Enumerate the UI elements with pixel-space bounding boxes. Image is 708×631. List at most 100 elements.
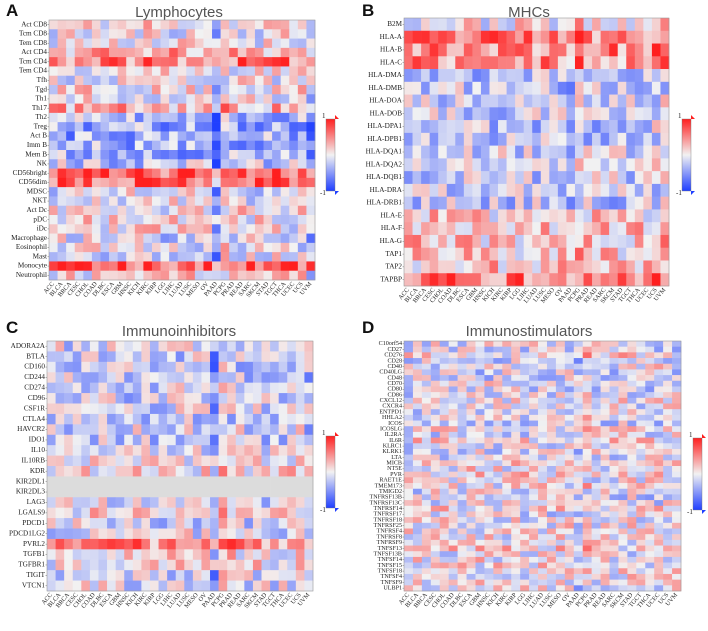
heatmap-cell [651, 247, 661, 261]
heatmap-cell [235, 549, 245, 561]
heatmap-cell [212, 270, 221, 281]
heatmap-cell [475, 545, 485, 552]
heatmap-cell [592, 145, 601, 159]
heatmap-cell [645, 392, 655, 399]
heatmap-cell [439, 386, 449, 393]
heatmap-cell [158, 361, 168, 373]
heatmap-cell [520, 505, 530, 512]
heatmap-cell [617, 247, 627, 261]
heatmap-cell [117, 205, 127, 216]
heatmap-cell [132, 497, 142, 508]
heatmap-cell [600, 260, 610, 274]
heatmap-cell [404, 471, 414, 478]
heatmap-cell [237, 47, 247, 58]
heatmap-cell [81, 413, 91, 425]
heatmap-cell [475, 460, 485, 467]
heatmap-cell [98, 393, 108, 404]
heatmap-cell [502, 426, 512, 433]
heatmap-cell [404, 403, 414, 410]
heatmap-cell [564, 562, 575, 569]
heatmap-cell [493, 454, 503, 461]
heatmap-cell [412, 386, 423, 393]
heatmap-cell [515, 81, 524, 95]
heatmap-cell [194, 112, 204, 123]
heatmap-cell [475, 494, 485, 501]
heatmap-cell [582, 539, 592, 546]
heatmap-cell [421, 409, 432, 416]
heatmap-cell [439, 528, 449, 535]
heatmap-cell [212, 187, 221, 197]
heatmap-cell [583, 183, 593, 197]
heatmap-cell [72, 538, 82, 550]
heatmap-cell [626, 69, 636, 83]
heatmap-cell [448, 431, 458, 438]
heatmap-cell [645, 346, 655, 353]
row-label: HLA-A [380, 33, 403, 41]
heatmap-cell [529, 534, 539, 541]
heatmap-cell [529, 443, 539, 450]
heatmap-cell [91, 47, 101, 58]
heatmap-cell [126, 196, 136, 207]
heatmap-cell [404, 30, 413, 44]
heatmap-cell [246, 85, 256, 95]
heatmap-cell [124, 341, 134, 352]
heatmap-cell [57, 270, 67, 281]
heatmap-cell [287, 528, 297, 540]
heatmap-cell [429, 43, 439, 57]
heatmap-cell [421, 352, 432, 359]
heatmap-cell [280, 140, 290, 151]
heatmap-cell [438, 94, 448, 108]
heatmap-cell [57, 38, 67, 49]
heatmap-cell [430, 346, 441, 353]
heatmap-cell [89, 538, 99, 550]
heatmap-cell [582, 466, 592, 472]
heatmap-cell [107, 445, 116, 456]
heatmap-cell [109, 94, 118, 104]
heatmap-cell [591, 414, 601, 421]
heatmap-cell [626, 171, 636, 185]
heatmap-cell [134, 140, 144, 151]
heatmap-cell [98, 434, 108, 446]
row-label: CSF1R [24, 404, 45, 412]
heatmap-cell [511, 573, 521, 580]
heatmap-cell [555, 392, 566, 399]
heatmap-cell [475, 466, 485, 472]
heatmap-cell [529, 448, 539, 455]
heatmap-cell [186, 196, 196, 207]
heatmap-cell [270, 341, 279, 352]
heatmap-cell [229, 252, 239, 262]
heatmap-cell [186, 20, 196, 30]
heatmap-cell [493, 579, 503, 586]
heatmap-cell [158, 351, 168, 363]
heatmap-cell [184, 476, 194, 488]
heatmap-cell [263, 38, 273, 49]
heatmap-cell [564, 488, 575, 495]
heatmap-cell [289, 94, 299, 104]
heatmap-cell [645, 375, 655, 382]
heatmap-cell [439, 488, 449, 495]
heatmap-cell [511, 369, 521, 376]
heatmap-cell [252, 403, 262, 415]
heatmap-cell [412, 573, 423, 580]
heatmap-cell [244, 424, 254, 436]
heatmap-cell [511, 483, 521, 490]
heatmap-cell [74, 66, 84, 77]
heatmap-cell [627, 363, 637, 370]
row-label: TNFSF4 [381, 574, 402, 580]
heatmap-cell [306, 112, 316, 123]
heatmap-cell [280, 270, 290, 281]
heatmap-cell [463, 234, 473, 249]
heatmap-cell [540, 273, 550, 287]
heatmap-cell [141, 486, 151, 498]
heatmap-cell [448, 579, 458, 586]
heatmap-cell [643, 18, 653, 32]
heatmap-cell [506, 18, 516, 32]
heatmap-cell [564, 448, 575, 455]
heatmap-cell [220, 205, 230, 216]
heatmap-cell [254, 215, 264, 225]
heatmap-cell [252, 445, 262, 456]
heatmap-cell [210, 570, 219, 581]
heatmap-cell [287, 382, 297, 394]
heatmap-cell [626, 234, 636, 249]
heatmap-cell [412, 522, 423, 529]
